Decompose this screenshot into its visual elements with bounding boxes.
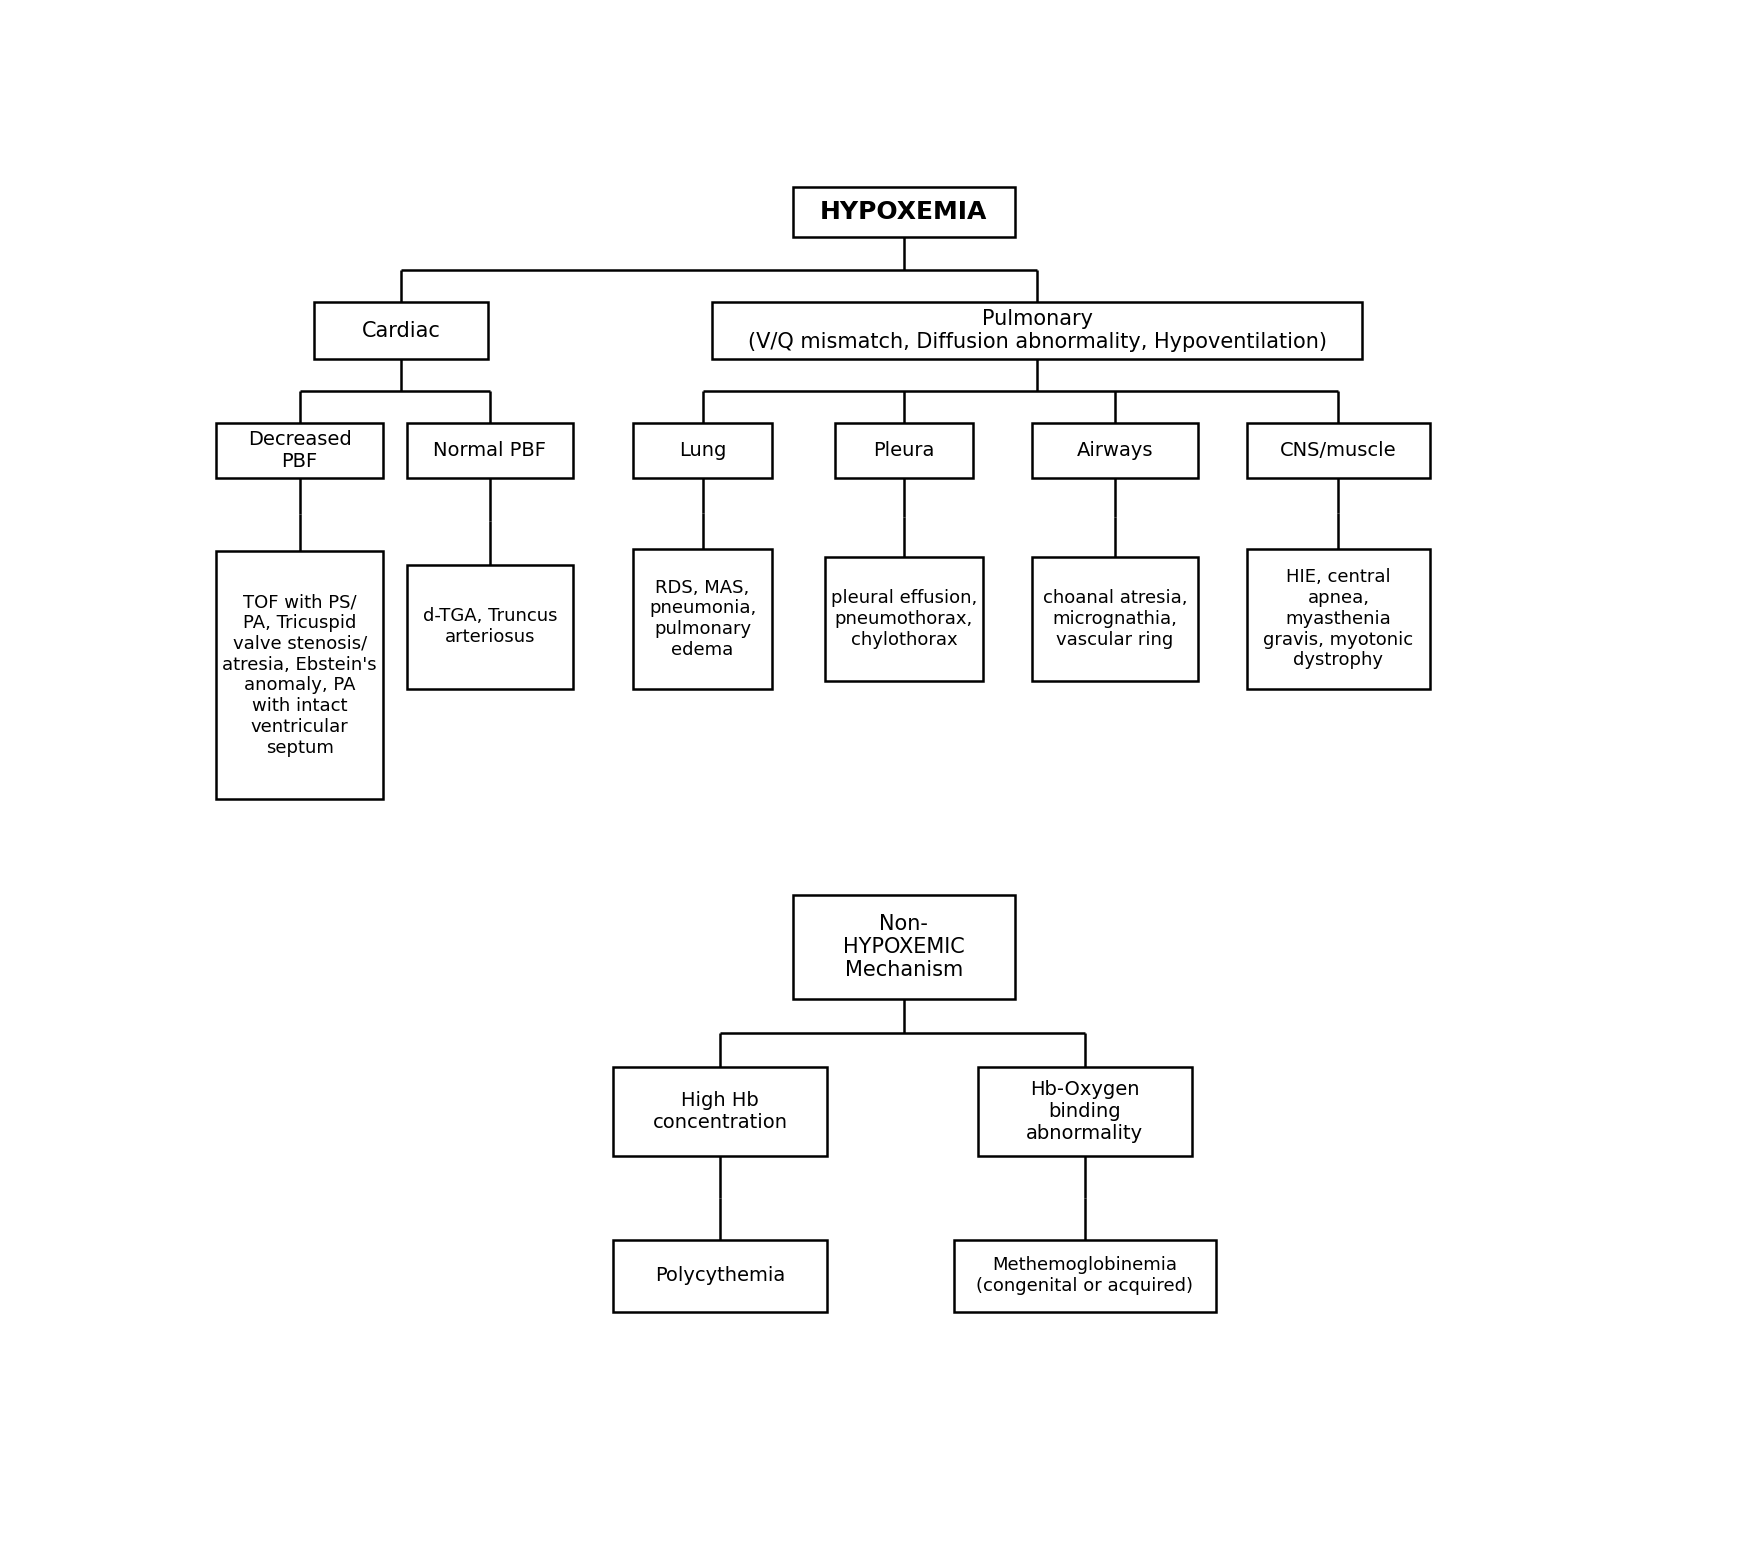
Text: TOF with PS/
PA, Tricuspid
valve stenosis/
atresia, Ebstein's
anomaly, PA
with i: TOF with PS/ PA, Tricuspid valve stenosi… bbox=[222, 593, 377, 756]
Text: Airways: Airways bbox=[1077, 441, 1153, 460]
FancyBboxPatch shape bbox=[314, 303, 488, 359]
FancyBboxPatch shape bbox=[1031, 558, 1199, 680]
Text: Polycythemia: Polycythemia bbox=[654, 1266, 785, 1286]
Text: Cardiac: Cardiac bbox=[361, 320, 441, 340]
FancyBboxPatch shape bbox=[793, 188, 1015, 236]
Text: choanal atresia,
micrognathia,
vascular ring: choanal atresia, micrognathia, vascular … bbox=[1042, 589, 1186, 649]
FancyBboxPatch shape bbox=[217, 424, 383, 478]
Text: Methemoglobinemia
(congenital or acquired): Methemoglobinemia (congenital or acquire… bbox=[977, 1256, 1194, 1295]
FancyBboxPatch shape bbox=[614, 1067, 827, 1155]
FancyBboxPatch shape bbox=[1246, 424, 1430, 478]
FancyBboxPatch shape bbox=[217, 551, 383, 800]
FancyBboxPatch shape bbox=[793, 895, 1015, 999]
FancyBboxPatch shape bbox=[954, 1239, 1215, 1312]
FancyBboxPatch shape bbox=[633, 548, 772, 690]
Text: Hb-Oxygen
binding
abnormality: Hb-Oxygen binding abnormality bbox=[1026, 1079, 1142, 1143]
Text: RDS, MAS,
pneumonia,
pulmonary
edema: RDS, MAS, pneumonia, pulmonary edema bbox=[649, 579, 756, 658]
Text: d-TGA, Truncus
arteriosus: d-TGA, Truncus arteriosus bbox=[423, 607, 557, 646]
FancyBboxPatch shape bbox=[633, 424, 772, 478]
FancyBboxPatch shape bbox=[407, 565, 573, 690]
Text: Non-
HYPOXEMIC
Mechanism: Non- HYPOXEMIC Mechanism bbox=[843, 915, 964, 980]
FancyBboxPatch shape bbox=[825, 558, 984, 680]
Text: Pleura: Pleura bbox=[873, 441, 934, 460]
Text: HYPOXEMIA: HYPOXEMIA bbox=[820, 200, 987, 224]
FancyBboxPatch shape bbox=[407, 424, 573, 478]
Text: Lung: Lung bbox=[679, 441, 726, 460]
FancyBboxPatch shape bbox=[614, 1239, 827, 1312]
Text: Normal PBF: Normal PBF bbox=[434, 441, 547, 460]
FancyBboxPatch shape bbox=[712, 303, 1363, 359]
FancyBboxPatch shape bbox=[834, 424, 973, 478]
FancyBboxPatch shape bbox=[1031, 424, 1199, 478]
Text: High Hb
concentration: High Hb concentration bbox=[652, 1090, 788, 1132]
FancyBboxPatch shape bbox=[978, 1067, 1192, 1155]
Text: Decreased
PBF: Decreased PBF bbox=[249, 430, 351, 471]
Text: Pulmonary
(V/Q mismatch, Diffusion abnormality, Hypoventilation): Pulmonary (V/Q mismatch, Diffusion abnor… bbox=[748, 309, 1326, 353]
FancyBboxPatch shape bbox=[1246, 548, 1430, 690]
Text: CNS/muscle: CNS/muscle bbox=[1280, 441, 1396, 460]
Text: HIE, central
apnea,
myasthenia
gravis, myotonic
dystrophy: HIE, central apnea, myasthenia gravis, m… bbox=[1264, 568, 1414, 669]
Text: pleural effusion,
pneumothorax,
chylothorax: pleural effusion, pneumothorax, chylotho… bbox=[830, 589, 977, 649]
